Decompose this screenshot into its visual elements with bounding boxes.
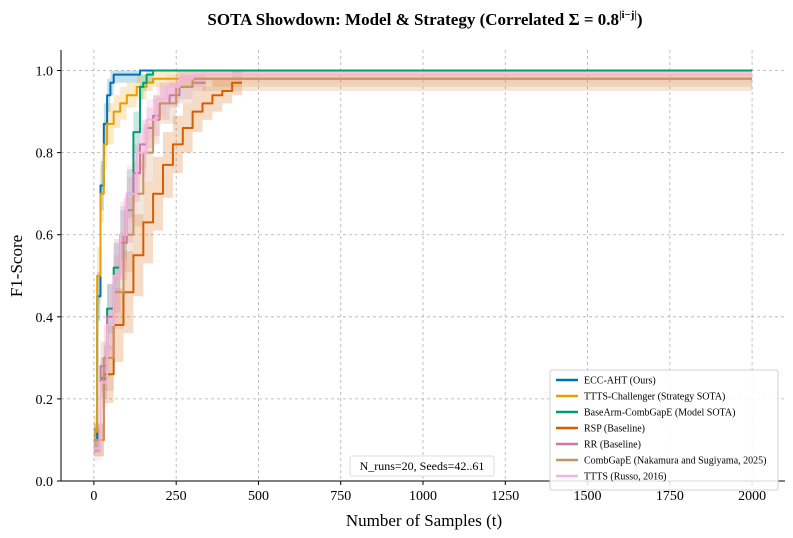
- x-tick-label: 0: [90, 489, 97, 504]
- x-tick-label: 500: [248, 489, 269, 504]
- series-line-6: [93, 73, 753, 450]
- legend-box: [549, 369, 779, 491]
- legend-label: TTTS-Challenger (Strategy SOTA): [584, 392, 725, 403]
- series-line-5: [93, 77, 753, 441]
- y-tick-label: 0.4: [36, 311, 54, 326]
- legend-label: RR (Baseline): [584, 440, 641, 451]
- x-tick-label: 1250: [491, 489, 519, 504]
- x-axis-label: Number of Samples (t): [346, 511, 502, 530]
- x-tick-label: 750: [330, 489, 351, 504]
- runs-annotation: N_runs=20, Seeds=42..61: [349, 455, 495, 477]
- runs-annotation-text: N_runs=20, Seeds=42..61: [360, 459, 485, 473]
- series-line-4: [93, 81, 206, 441]
- series-line-3: [93, 81, 242, 441]
- y-tick-label: 0.0: [36, 475, 54, 490]
- legend-label: ECC-AHT (Ours): [584, 376, 656, 387]
- legend: ECC-AHT (Ours) TTTS-Challenger (Strategy …: [549, 369, 779, 491]
- y-tick-label: 1.0: [36, 65, 54, 80]
- y-tick-label: 0.6: [36, 229, 54, 244]
- chart-title: SOTA Showdown: Model & Strategy (Correla…: [207, 9, 642, 29]
- series-line-1: [93, 77, 753, 433]
- band-4: [93, 74, 206, 453]
- legend-label: BaseArm-CombGapE (Model SOTA): [584, 408, 735, 419]
- y-tick-label: 0.2: [36, 393, 54, 408]
- x-tick-label: 1750: [656, 489, 684, 504]
- x-tick-label: 1500: [574, 489, 602, 504]
- x-tick-label: 1000: [409, 489, 437, 504]
- series-lines: [93, 69, 753, 450]
- legend-label: RSP (Baseline): [584, 424, 645, 435]
- legend-label: TTTS (Russo, 2016): [584, 472, 667, 483]
- legend-label: CombGapE (Nakamura and Sugiyama, 2025): [584, 456, 766, 467]
- y-tick-label: 0.8: [36, 147, 54, 162]
- series-line-0: [93, 69, 753, 441]
- x-tick-label: 250: [166, 489, 187, 504]
- x-tick-label: 2000: [738, 489, 766, 504]
- y-axis-label: F1-Score: [7, 235, 26, 297]
